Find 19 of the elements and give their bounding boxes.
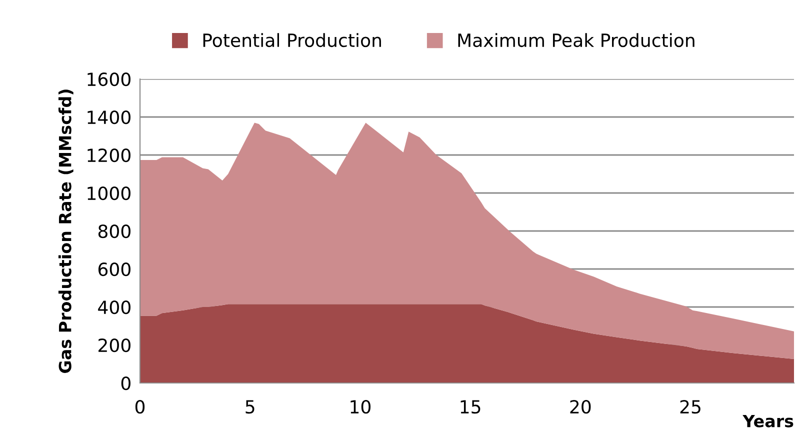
x-tick-label: 10 — [350, 400, 370, 414]
x-tick-label: 0 — [135, 400, 145, 414]
y-tick-label: 1000 — [88, 186, 130, 200]
y-tick-label: 800 — [98, 224, 130, 238]
x-axis-title: Years — [742, 414, 794, 428]
x-tick-label: 15 — [460, 400, 480, 414]
y-tick-label: 1200 — [88, 148, 130, 162]
x-tick-label: 25 — [680, 400, 700, 414]
legend-label: Maximum Peak Production — [458, 33, 694, 48]
y-tick-label: 1400 — [88, 110, 130, 124]
y-tick-label: 400 — [98, 300, 130, 314]
y-tick-label: 0 — [121, 376, 130, 390]
y-tick-label: 200 — [98, 338, 130, 352]
y-axis-title: Gas Production Rate (MMscfd) — [58, 90, 74, 373]
x-tick-label: 5 — [246, 400, 254, 414]
legend-label: Potential Production — [203, 33, 381, 48]
y-tick-label: 600 — [98, 262, 130, 276]
x-tick-label: 20 — [570, 400, 591, 414]
y-tick-label: 1600 — [88, 72, 130, 86]
